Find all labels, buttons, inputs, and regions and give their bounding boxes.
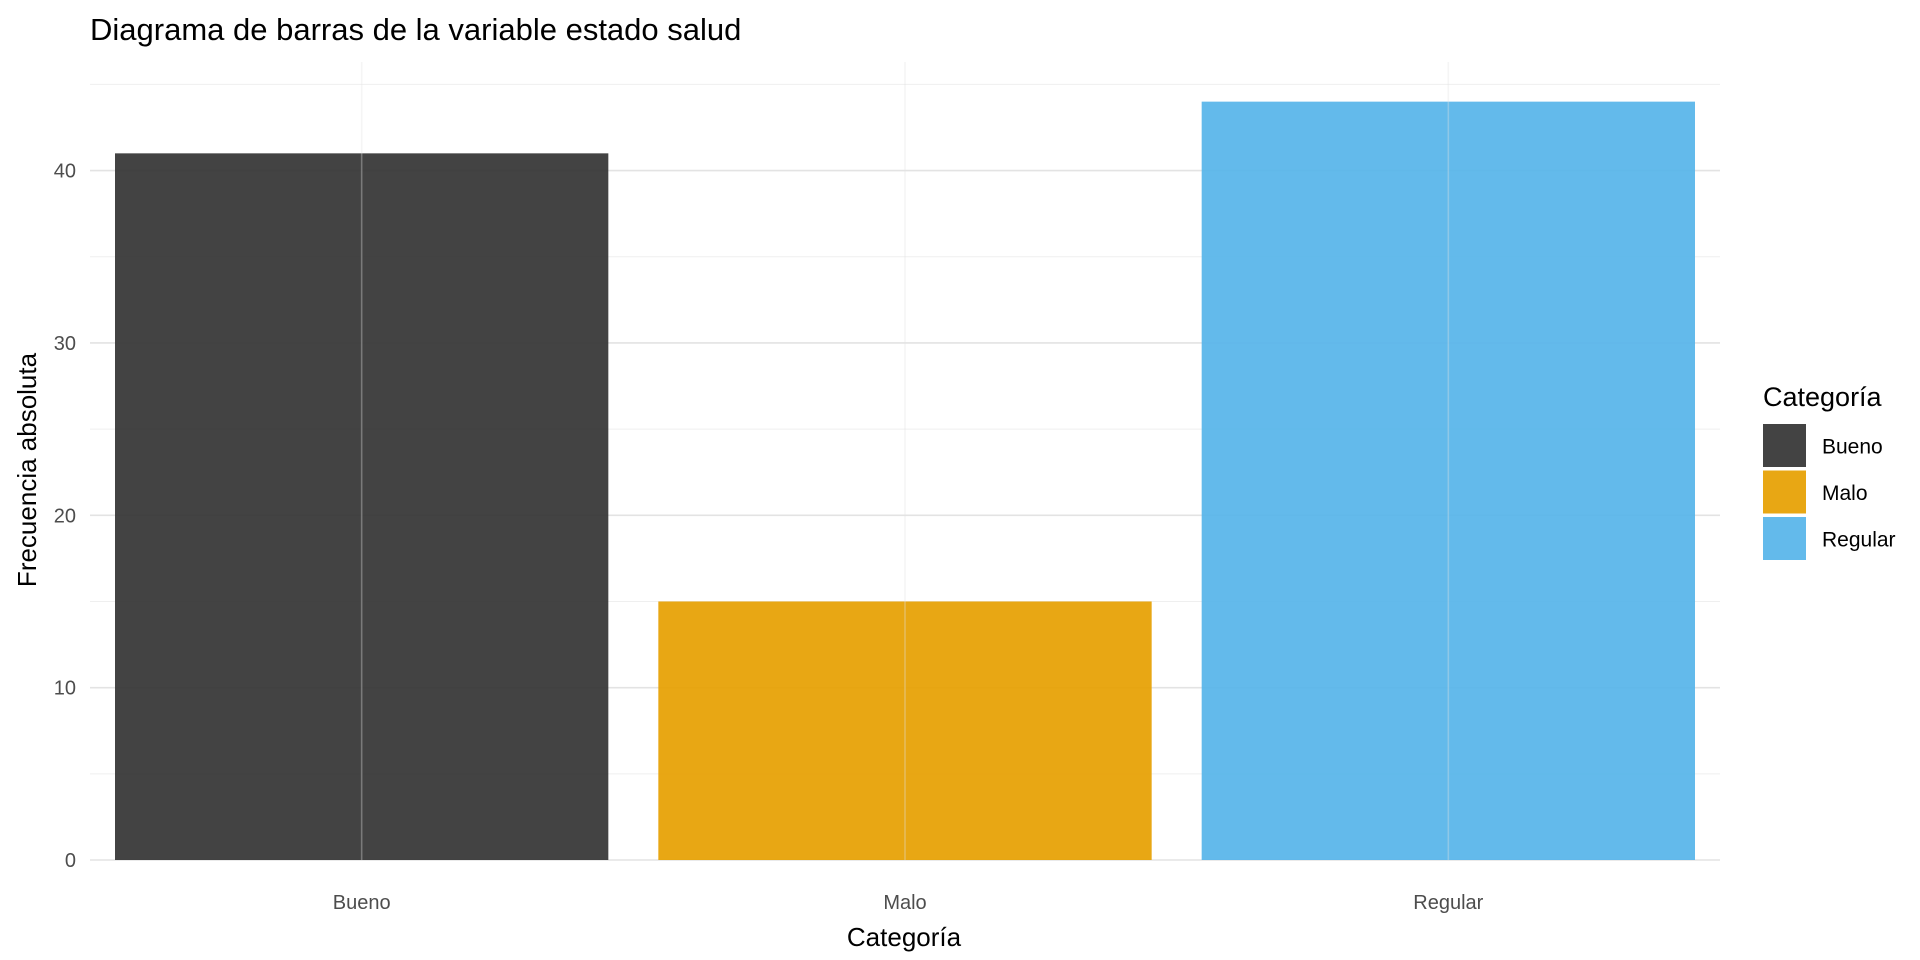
bars <box>115 101 1695 861</box>
legend-title: Categoría <box>1763 382 1883 412</box>
y-tick-label: 20 <box>54 505 76 527</box>
y-tick-label: 10 <box>54 678 76 700</box>
legend-label-regular: Regular <box>1822 529 1896 552</box>
vertical-grid <box>360 62 1450 860</box>
legend-key-bueno <box>1763 424 1806 467</box>
x-tick-label: Bueno <box>333 892 391 914</box>
x-tick-labels: Bueno Malo Regular <box>333 892 1484 914</box>
y-tick-label: 30 <box>54 333 76 355</box>
legend: Categoría Bueno Malo Regular <box>1763 382 1896 560</box>
y-axis-title: Frecuencia absoluta <box>12 352 42 587</box>
legend-label-bueno: Bueno <box>1822 436 1883 459</box>
chart-title: Diagrama de barras de la variable estado… <box>90 12 741 47</box>
legend-key-regular <box>1763 517 1806 560</box>
legend-label-malo: Malo <box>1822 482 1868 505</box>
bar-regular <box>1201 101 1695 860</box>
x-tick-label: Malo <box>883 892 926 914</box>
bar-bueno <box>115 153 609 861</box>
y-tick-labels: 0 10 20 30 40 <box>54 161 76 872</box>
y-tick-label: 40 <box>54 161 76 183</box>
bar-malo <box>658 601 1152 860</box>
legend-key-malo <box>1763 470 1806 514</box>
x-axis-title: Categoría <box>847 922 962 952</box>
y-tick-label: 0 <box>65 850 76 872</box>
legend-entries: Bueno Malo Regular <box>1763 424 1896 560</box>
x-tick-label: Regular <box>1413 892 1483 914</box>
